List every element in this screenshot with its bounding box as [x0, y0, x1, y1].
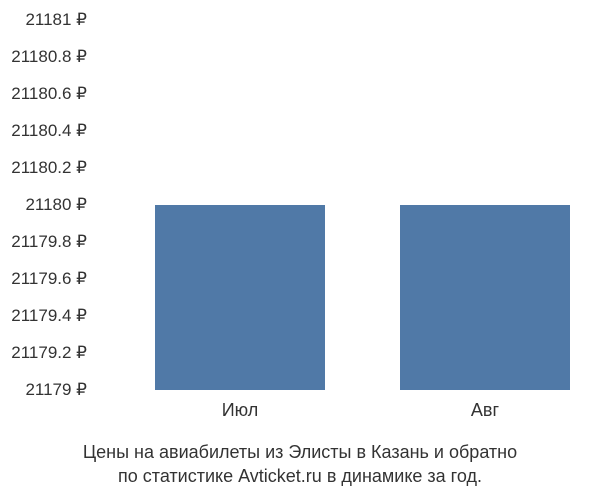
y-tick-label: 21179.6 ₽: [11, 269, 87, 289]
chart-plot-area: [100, 20, 580, 390]
y-tick-label: 21179.2 ₽: [11, 343, 87, 363]
y-tick-label: 21179.8 ₽: [11, 232, 87, 252]
y-tick-label: 21179.4 ₽: [11, 306, 87, 326]
x-axis: Июл Авг: [100, 400, 580, 430]
x-tick-label: Июл: [222, 400, 259, 421]
bar: [400, 205, 570, 390]
bars-container: [100, 20, 580, 390]
chart-caption: Цены на авиабилеты из Элисты в Казань и …: [0, 440, 600, 489]
bar: [155, 205, 325, 390]
caption-line-2: по статистике Avticket.ru в динамике за …: [0, 464, 600, 488]
y-tick-label: 21180.8 ₽: [11, 47, 87, 67]
y-axis: 21181 ₽21180.8 ₽21180.6 ₽21180.4 ₽21180.…: [0, 20, 95, 390]
y-tick-label: 21181 ₽: [25, 10, 87, 30]
caption-line-1: Цены на авиабилеты из Элисты в Казань и …: [0, 440, 600, 464]
y-tick-label: 21180 ₽: [25, 195, 87, 215]
y-tick-label: 21179 ₽: [25, 380, 87, 400]
y-tick-label: 21180.6 ₽: [11, 84, 87, 104]
y-tick-label: 21180.2 ₽: [11, 158, 87, 178]
x-tick-label: Авг: [471, 400, 499, 421]
y-tick-label: 21180.4 ₽: [11, 121, 87, 141]
